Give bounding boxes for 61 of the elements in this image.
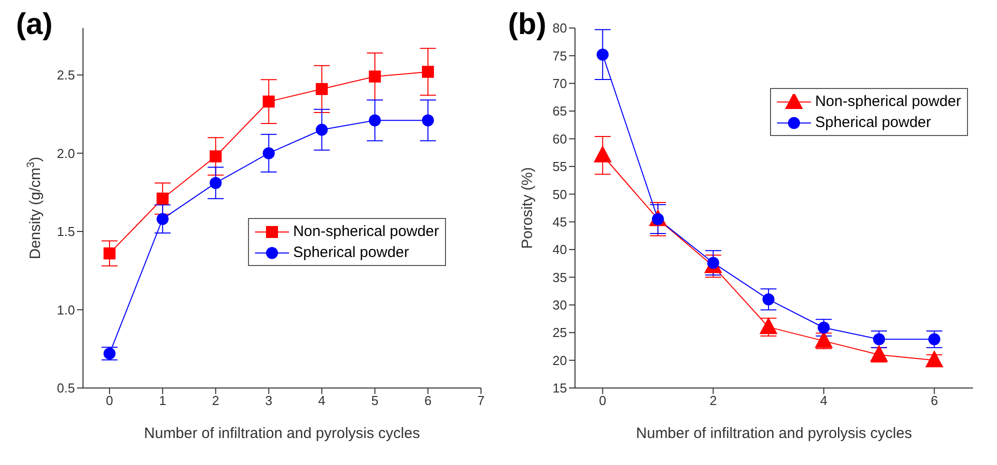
point — [104, 348, 116, 360]
point — [596, 48, 609, 61]
x-tick-label: 6 — [930, 393, 938, 408]
y-tick-label: 2.0 — [56, 146, 75, 161]
y-tick-label: 80 — [552, 20, 567, 36]
point — [422, 66, 434, 78]
x-tick-label: 7 — [477, 393, 485, 408]
y-tick-label: 55 — [552, 159, 567, 174]
chart-title: (a) — [16, 8, 53, 42]
point — [316, 83, 328, 96]
y-tick-label: 2.5 — [56, 68, 75, 83]
y-tick-label: 50 — [552, 186, 567, 202]
x-axis-title: Number of infiltration and pyrolysis cycles — [144, 425, 420, 442]
point — [104, 247, 116, 260]
y-tick-label: 40 — [552, 242, 567, 258]
point — [210, 150, 222, 162]
chart-title: (b) — [508, 8, 546, 42]
x-tick-label: 0 — [599, 393, 606, 408]
y-tick-label: 30 — [552, 298, 567, 313]
point — [210, 176, 222, 189]
point — [262, 147, 275, 160]
point — [368, 70, 381, 83]
x-tick-label: 0 — [106, 393, 114, 408]
x-tick-label: 3 — [265, 393, 272, 408]
y-tick-label: 0.5 — [56, 380, 75, 396]
point — [925, 350, 944, 368]
y-tick-label: 15 — [552, 380, 567, 396]
point — [762, 293, 774, 306]
legend-label: Non-spherical powder — [815, 93, 961, 110]
legend-label: Non-spherical powder — [293, 223, 439, 240]
y-tick-label: 20 — [552, 352, 567, 368]
legend-label: Spherical powder — [293, 244, 409, 261]
y-tick-label: 45 — [552, 214, 567, 230]
x-tick-label: 1 — [158, 393, 166, 408]
x-tick-label: 4 — [820, 393, 828, 408]
y-tick-label: 70 — [552, 76, 567, 91]
point — [422, 114, 434, 126]
point — [928, 333, 940, 346]
y-tick-label: 1.5 — [56, 224, 75, 240]
x-axis-title: Number of infiltration and pyrolysis cycles — [636, 425, 912, 442]
point — [873, 333, 886, 346]
y-tick-label: 25 — [552, 325, 567, 340]
y-tick-label: 75 — [552, 48, 567, 64]
y-tick-label: 65 — [552, 104, 567, 119]
point — [316, 124, 328, 136]
legend-label: Spherical powder — [815, 114, 931, 131]
point — [262, 96, 275, 108]
y-tick-label: 60 — [552, 131, 567, 146]
point — [156, 192, 169, 205]
x-tick-label: 4 — [318, 393, 326, 408]
y-tick-label: 35 — [552, 270, 567, 285]
point — [818, 322, 830, 334]
x-tick-label: 6 — [424, 393, 432, 408]
y-tick-label: 1.0 — [56, 302, 75, 318]
y-axis-title: Porosity (%) — [519, 167, 536, 249]
x-tick-label: 2 — [212, 393, 220, 408]
point — [368, 114, 381, 126]
point — [156, 212, 169, 225]
point — [594, 145, 612, 162]
x-tick-label: 5 — [371, 393, 378, 408]
x-tick-label: 2 — [710, 393, 717, 408]
